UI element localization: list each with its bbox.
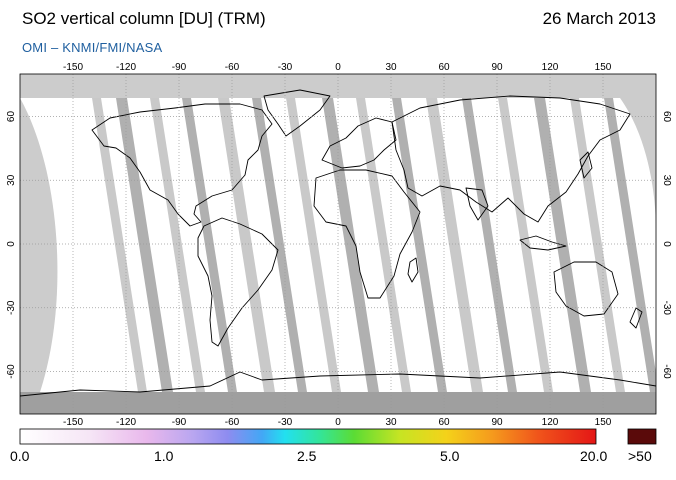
new-zealand <box>629 307 643 329</box>
bottom-lon-ticks: -150 -120 -90 -60 -30 0 30 60 90 120 150 <box>63 417 612 428</box>
antarctica <box>20 371 656 397</box>
bottom-lon-tick-label: -90 <box>172 417 187 428</box>
antarctic-no-data <box>20 392 656 414</box>
orbit-gap-band <box>498 98 553 392</box>
map-date: 26 March 2013 <box>542 9 656 28</box>
right-lat-ticks: 60 30 0 -30 -60 <box>661 111 672 379</box>
colorbar-label-2: 2.5 <box>297 448 317 464</box>
left-lat-tick-label: 30 <box>6 174 17 186</box>
right-lat-tick-label: 30 <box>661 175 672 187</box>
orbit-gap-band <box>604 98 656 392</box>
orbit-gap-band <box>218 98 275 392</box>
map-title: SO2 vertical column [DU] (TRM) <box>22 9 266 28</box>
bottom-lon-tick-label: -30 <box>278 417 293 428</box>
graticule <box>20 74 656 414</box>
colorbar-label-0: 0.0 <box>10 448 30 464</box>
orbit-gap-band <box>116 98 173 392</box>
colorbar-overflow-swatch <box>627 428 657 445</box>
bottom-lon-tick-label: 60 <box>438 417 450 428</box>
bottom-lon-tick-label: 150 <box>595 417 612 428</box>
colorbar-label-5: >50 <box>628 448 652 464</box>
right-lat-tick-label: 0 <box>661 241 672 247</box>
top-lon-tick-label: -60 <box>225 62 240 73</box>
indonesia <box>519 235 567 251</box>
orbit-gap-band <box>252 98 307 392</box>
madagascar <box>407 257 419 283</box>
top-lon-tick-label: 120 <box>542 62 559 73</box>
coastlines <box>20 89 656 397</box>
top-lon-tick-label: -90 <box>172 62 187 73</box>
australia <box>553 261 619 317</box>
japan <box>579 151 593 179</box>
map-subtitle: OMI – KNMI/FMI/NASA <box>22 40 163 55</box>
map-frame <box>19 73 657 415</box>
orbit-gap-band <box>286 98 341 392</box>
india <box>465 187 489 221</box>
edge-no-data-right <box>620 98 656 230</box>
left-lat-tick-label: 60 <box>6 111 17 123</box>
left-lat-tick-label: 0 <box>6 241 17 247</box>
orbit-gap-band <box>150 98 205 392</box>
orbit-gap-band <box>570 98 625 392</box>
right-lat-tick-label: 60 <box>661 111 672 123</box>
asia <box>391 95 631 223</box>
edge-no-data-left <box>20 98 58 392</box>
left-lat-tick-label: -30 <box>6 300 17 315</box>
right-lat-tick-label: -60 <box>661 364 672 379</box>
orbit-gap-band <box>462 98 517 392</box>
top-lon-tick-label: 30 <box>385 62 397 73</box>
europe <box>321 117 397 169</box>
colorbar-label-1: 1.0 <box>154 448 174 464</box>
top-lon-tick-label: 150 <box>595 62 612 73</box>
greenland <box>263 89 331 137</box>
colorbar-label-3: 5.0 <box>440 448 460 464</box>
bottom-lon-tick-label: -120 <box>116 417 136 428</box>
bottom-lon-tick-label: 120 <box>542 417 559 428</box>
top-lon-tick-label: 0 <box>335 62 341 73</box>
left-lat-ticks: 60 30 0 -30 -60 <box>6 111 17 379</box>
orbit-gap-band <box>392 98 447 392</box>
left-lat-tick-label: -60 <box>6 364 17 379</box>
orbit-gap-band <box>426 98 483 392</box>
bottom-lon-tick-label: -150 <box>63 417 83 428</box>
orbit-gap-band <box>356 98 411 392</box>
top-lon-tick-label: -150 <box>63 62 83 73</box>
colorbar-label-4: 20.0 <box>580 448 608 464</box>
right-lat-tick-label: -30 <box>661 301 672 316</box>
orbit-gap-band <box>182 98 237 392</box>
top-lon-tick-label: -30 <box>278 62 293 73</box>
bottom-lon-tick-label: -60 <box>225 417 240 428</box>
bottom-lon-tick-label: 30 <box>385 417 397 428</box>
colorbar-gradient <box>19 428 597 445</box>
africa <box>313 169 421 299</box>
bottom-lon-tick-label: 0 <box>335 417 341 428</box>
south-america <box>197 217 279 347</box>
top-lon-tick-label: 60 <box>438 62 450 73</box>
north-america <box>91 103 273 227</box>
top-lon-tick-label: 90 <box>491 62 503 73</box>
top-lon-tick-label: -120 <box>116 62 136 73</box>
top-lon-ticks: -150 -120 -90 -60 -30 0 30 60 90 120 150 <box>63 62 612 73</box>
bottom-lon-tick-label: 90 <box>491 417 503 428</box>
orbit-gap-band <box>92 98 147 392</box>
